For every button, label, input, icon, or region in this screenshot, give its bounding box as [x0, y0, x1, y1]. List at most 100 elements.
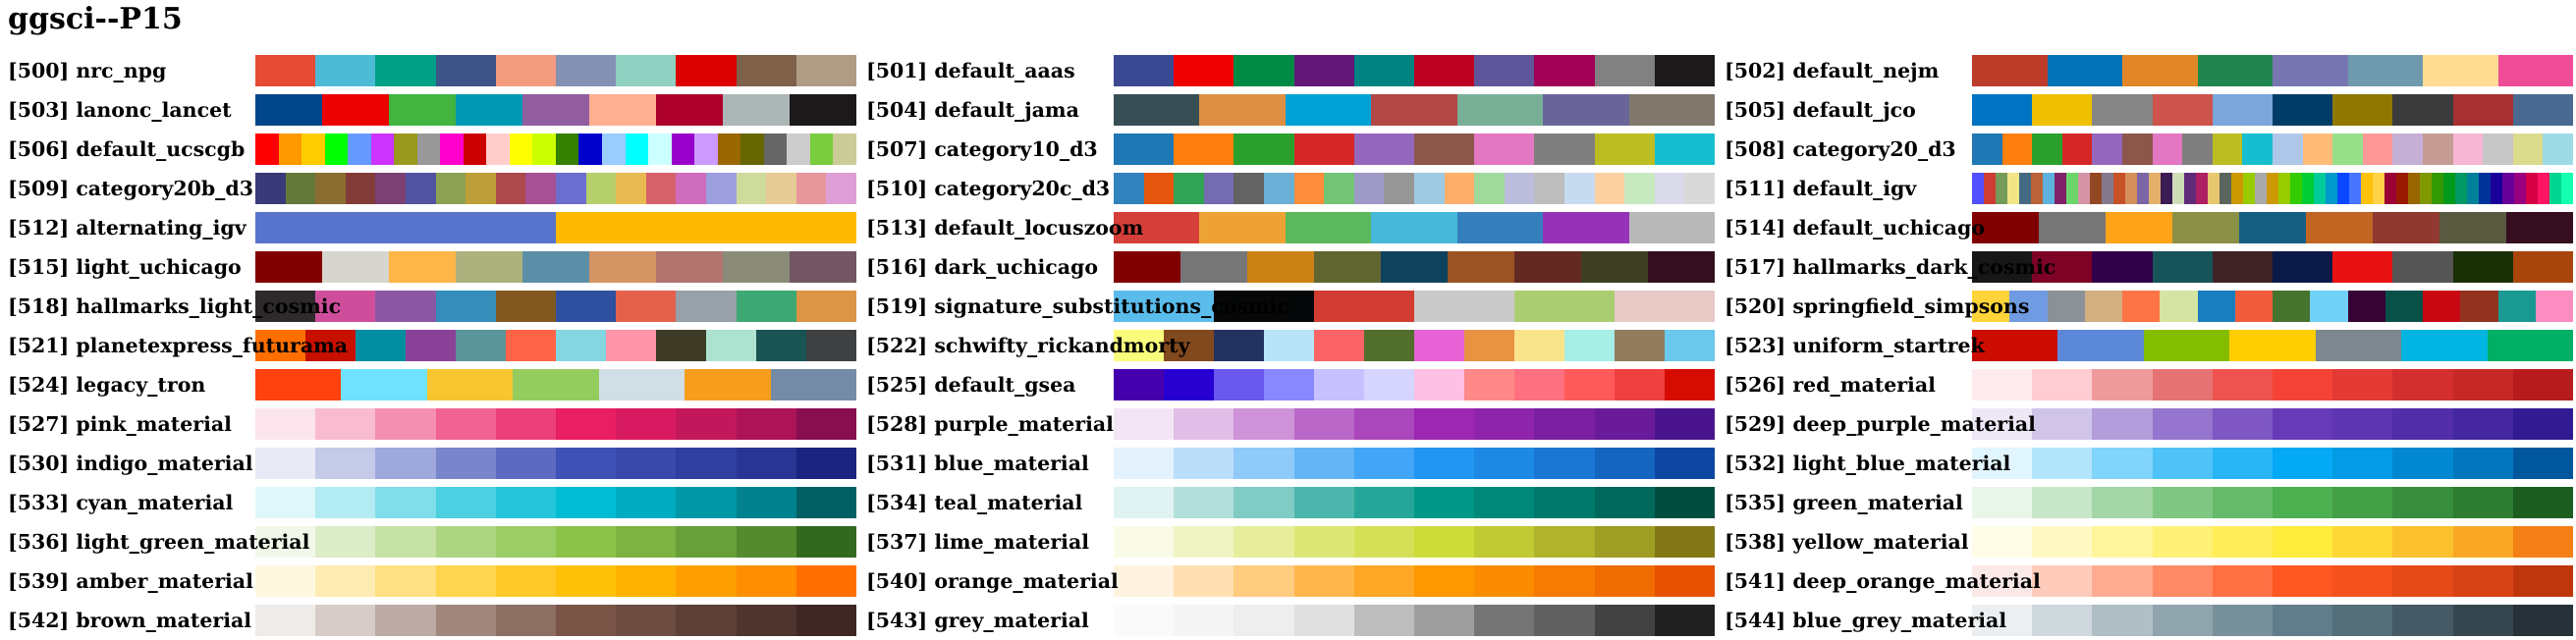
palette-label: [517] hallmarks_dark_cosmic — [1725, 255, 2056, 279]
color-swatch — [2212, 605, 2274, 636]
color-swatch — [2512, 565, 2574, 597]
color-swatch — [1665, 369, 1715, 400]
palette-label: [522] schwifty_rickandmorty — [866, 334, 1190, 357]
color-swatch — [2152, 526, 2213, 558]
color-swatch — [1214, 291, 1314, 322]
color-swatch — [676, 408, 737, 440]
color-swatch — [1474, 133, 1535, 165]
color-swatch — [1534, 526, 1595, 558]
color-swatch — [1972, 173, 1984, 204]
color-swatch — [466, 173, 496, 204]
color-swatch — [1581, 251, 1648, 283]
color-swatch — [255, 55, 316, 86]
palette-swatch-strip — [1972, 94, 2574, 126]
color-swatch — [2184, 173, 2196, 204]
color-swatch — [341, 369, 427, 400]
color-swatch — [2273, 94, 2333, 126]
palette-swatch-strip — [255, 408, 857, 440]
color-swatch — [2326, 173, 2337, 204]
palette-label: [528] purple_material — [866, 412, 1114, 436]
color-swatch — [1972, 565, 2033, 597]
color-swatch — [1264, 369, 1314, 400]
color-swatch — [2347, 291, 2385, 322]
color-swatch — [556, 526, 617, 558]
palette-swatch-strip — [1114, 408, 1716, 440]
color-swatch — [315, 526, 376, 558]
color-swatch — [2392, 408, 2453, 440]
color-swatch — [736, 487, 796, 518]
color-swatch — [1314, 330, 1364, 361]
color-swatch — [2452, 251, 2513, 283]
color-swatch — [2332, 369, 2393, 400]
color-swatch — [435, 565, 496, 597]
color-swatch — [676, 565, 737, 597]
color-swatch — [1353, 173, 1385, 204]
palette-swatch-strip — [255, 55, 857, 86]
color-swatch — [1564, 330, 1615, 361]
color-swatch — [2032, 251, 2093, 283]
color-swatch — [1684, 173, 1715, 204]
color-swatch — [2152, 133, 2183, 165]
palette-swatch-strip — [1972, 251, 2574, 283]
color-swatch — [2423, 291, 2461, 322]
color-swatch — [2543, 133, 2573, 165]
palette-row: [503] lanonc_lancet — [0, 90, 858, 130]
palette-swatch-strip — [1114, 291, 1715, 322]
color-swatch — [2392, 448, 2453, 479]
color-swatch — [1534, 565, 1595, 597]
color-swatch — [495, 173, 526, 204]
palette-swatch-strip — [1114, 173, 1715, 204]
color-swatch — [1371, 212, 1457, 243]
color-swatch — [2422, 133, 2453, 165]
color-swatch — [2032, 369, 2093, 400]
color-swatch — [1214, 330, 1264, 361]
color-swatch — [255, 330, 305, 361]
color-swatch — [495, 605, 557, 636]
palette-label: [534] teal_material — [866, 491, 1083, 514]
color-swatch — [806, 330, 856, 361]
color-swatch — [2212, 251, 2274, 283]
color-swatch — [676, 173, 706, 204]
palette-row: [526] red_material — [1717, 365, 2575, 404]
color-swatch — [1564, 369, 1615, 400]
palette-row: [537] lime_material — [858, 522, 1717, 561]
palette-label: [512] alternating_igv — [8, 216, 247, 240]
color-swatch — [2538, 173, 2549, 204]
color-swatch — [625, 133, 649, 165]
color-swatch — [705, 173, 737, 204]
color-swatch — [1114, 330, 1164, 361]
color-swatch — [1474, 487, 1535, 518]
color-swatch — [2332, 251, 2393, 283]
color-swatch — [1263, 173, 1294, 204]
palette-row: [511] default_igv — [1717, 169, 2575, 208]
color-swatch — [1648, 251, 1715, 283]
color-swatch — [2497, 55, 2573, 86]
color-swatch — [2047, 55, 2122, 86]
color-swatch — [2212, 408, 2274, 440]
palette-label: [526] red_material — [1725, 373, 1936, 397]
palette-swatch-strip — [255, 330, 856, 361]
palette-row: [533] cyan_material — [0, 483, 858, 522]
color-swatch — [1615, 369, 1665, 400]
color-swatch — [435, 526, 496, 558]
palette-label: [515] light_uchicago — [8, 255, 242, 279]
color-swatch — [1353, 565, 1415, 597]
palette-label: [540] orange_material — [866, 569, 1119, 593]
color-swatch — [795, 526, 857, 558]
color-swatch — [255, 526, 316, 558]
color-swatch — [1514, 330, 1564, 361]
color-swatch — [1594, 173, 1625, 204]
color-swatch — [2152, 565, 2213, 597]
color-swatch — [495, 487, 557, 518]
color-swatch — [606, 330, 656, 361]
color-swatch — [2273, 526, 2333, 558]
color-swatch — [1180, 251, 1247, 283]
color-swatch — [2084, 291, 2122, 322]
color-swatch — [2452, 565, 2513, 597]
color-swatch — [706, 330, 756, 361]
palette-swatch-strip — [1972, 55, 2573, 86]
color-swatch — [2512, 448, 2574, 479]
palette-swatch-strip — [1972, 291, 2573, 322]
palette-label: [525] default_gsea — [866, 373, 1076, 397]
color-swatch — [2032, 408, 2093, 440]
